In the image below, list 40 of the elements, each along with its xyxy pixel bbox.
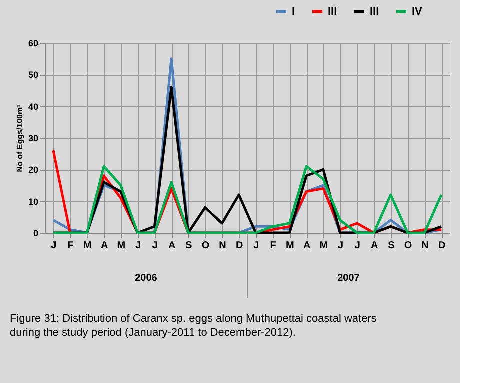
x-tick-label: D xyxy=(236,240,244,252)
text: 2006 xyxy=(135,273,158,284)
x-tick-label: M xyxy=(117,240,126,252)
x-tick-label: S xyxy=(186,240,193,252)
y-axis-title: No of Eggs/100m³ xyxy=(15,104,24,172)
legend-label: I xyxy=(292,6,296,18)
x-tick-label: M xyxy=(320,240,328,252)
x-tick-label: F xyxy=(270,240,276,252)
y-tick-label: 30 xyxy=(28,134,38,144)
line-series xyxy=(52,165,443,234)
x-tick-label: N xyxy=(219,240,226,252)
y-tick-label: 20 xyxy=(28,165,38,176)
legend-label: IV xyxy=(412,6,424,18)
y-tick-label: 40 xyxy=(28,102,38,112)
x-tick-label: A xyxy=(100,240,108,252)
x-tick-label: J xyxy=(51,240,57,252)
x-tick-label: D xyxy=(438,240,446,252)
x-tick-label: A xyxy=(303,240,311,252)
legend-label: III xyxy=(328,6,338,18)
x-tick-label: N xyxy=(422,240,429,252)
x-tick-label: A xyxy=(168,240,176,252)
x-tick-label: J xyxy=(338,240,344,252)
x-tick-label: O xyxy=(404,240,412,252)
x-tick-label: J xyxy=(136,240,142,252)
y-tick-label: 50 xyxy=(28,70,38,80)
x-tick-label: A xyxy=(370,240,378,252)
y-tick-label: 10 xyxy=(28,196,38,207)
legend-label: III xyxy=(370,6,380,18)
x-tick-label: S xyxy=(388,240,396,252)
x-tick-label: M xyxy=(286,240,294,252)
x-tick-label: F xyxy=(68,240,74,252)
caption: Figure 31: Distribution of Caranx sp. eggs along Muthupettai coastal waters during the study period (January-2011 to December-2012). xyxy=(10,313,378,339)
x-tick-label: J xyxy=(354,240,360,252)
x-tick-label: J xyxy=(152,240,158,252)
x-tick-label: J xyxy=(254,240,260,252)
x-tick-label: M xyxy=(84,240,92,252)
x-tick-label: O xyxy=(202,240,210,252)
text: 2007 xyxy=(338,273,360,284)
y-tick-label: 0 xyxy=(33,228,38,238)
y-tick-label: 60 xyxy=(28,38,38,48)
